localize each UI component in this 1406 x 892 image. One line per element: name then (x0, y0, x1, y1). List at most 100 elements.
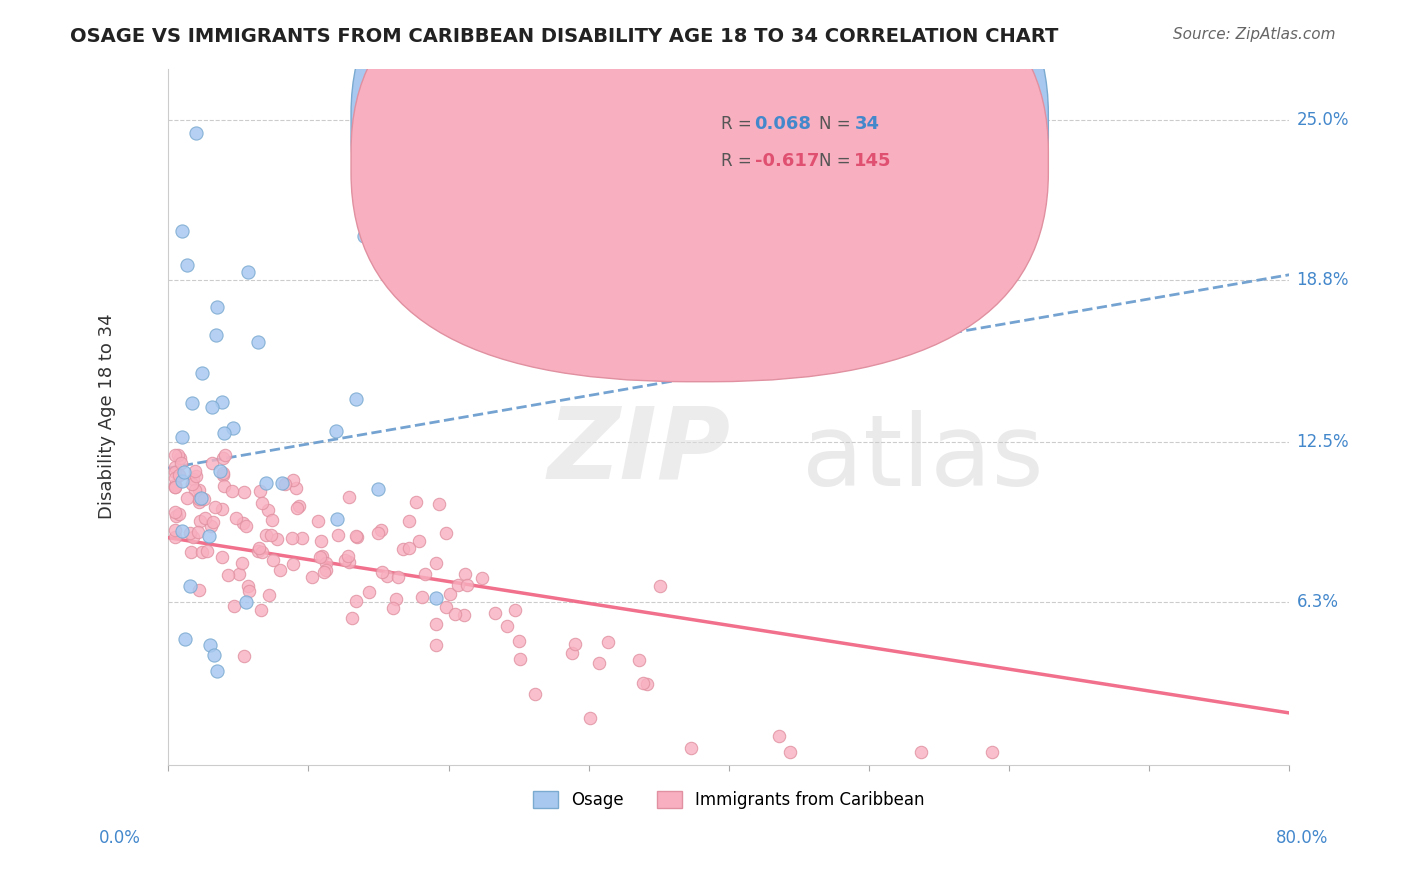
Text: atlas: atlas (801, 409, 1043, 507)
Point (291, 531, 314, 545)
Point (200, 638, 222, 652)
Point (165, 471, 187, 485)
Point (184, 483, 207, 498)
Point (228, 566, 250, 581)
Point (247, 543, 270, 558)
Point (202, 648, 225, 662)
Point (250, 545, 273, 559)
Point (212, 479, 235, 493)
Point (172, 524, 194, 538)
Point (596, 634, 619, 648)
Point (340, 611, 363, 625)
Point (247, 334, 270, 349)
Point (194, 511, 217, 525)
Point (444, 607, 467, 622)
Point (232, 485, 254, 500)
Point (311, 549, 333, 563)
Point (169, 508, 191, 522)
Point (405, 495, 427, 509)
Legend: Osage, Immigrants from Caribbean: Osage, Immigrants from Caribbean (526, 784, 932, 815)
Point (434, 599, 457, 614)
Point (174, 632, 197, 646)
Point (325, 512, 347, 526)
Text: N =: N = (818, 115, 855, 133)
Point (648, 579, 671, 593)
Point (200, 519, 222, 533)
Point (266, 532, 288, 546)
Point (201, 400, 224, 414)
Point (425, 556, 447, 570)
Point (325, 424, 347, 438)
Point (281, 531, 304, 545)
Point (588, 656, 610, 670)
Point (262, 553, 284, 567)
Point (495, 619, 517, 633)
Point (346, 531, 368, 545)
Text: 18.8%: 18.8% (1296, 271, 1348, 289)
Point (353, 229, 375, 244)
Point (454, 567, 477, 582)
Point (238, 579, 260, 593)
Point (434, 526, 457, 541)
Point (235, 595, 257, 609)
Point (385, 592, 408, 607)
Text: -0.617: -0.617 (755, 153, 820, 170)
Text: Disability Age 18 to 34: Disability Age 18 to 34 (97, 314, 115, 519)
Point (165, 480, 187, 494)
Point (439, 587, 461, 601)
Point (201, 456, 224, 470)
Point (312, 566, 335, 580)
Point (188, 514, 211, 528)
Point (508, 634, 530, 648)
Point (337, 490, 360, 504)
Point (165, 505, 187, 519)
Point (307, 514, 329, 528)
Point (336, 549, 359, 563)
Text: R =: R = (721, 115, 756, 133)
Point (254, 528, 277, 542)
Point (212, 425, 235, 440)
Point (288, 499, 311, 513)
Point (172, 224, 194, 238)
Point (238, 583, 260, 598)
Point (184, 464, 207, 478)
Point (172, 430, 194, 444)
Point (165, 480, 187, 494)
Point (172, 475, 194, 489)
Point (211, 450, 233, 465)
Point (411, 591, 433, 605)
Point (367, 483, 389, 497)
Text: 80.0%: 80.0% (1277, 829, 1329, 847)
Point (165, 530, 187, 544)
Point (211, 549, 233, 564)
Point (165, 465, 187, 479)
Point (201, 516, 224, 530)
Point (165, 477, 187, 491)
Point (254, 476, 277, 491)
Point (250, 603, 273, 617)
Point (285, 481, 308, 495)
Point (564, 637, 586, 651)
Text: OSAGE VS IMMIGRANTS FROM CARIBBEAN DISABILITY AGE 18 TO 34 CORRELATION CHART: OSAGE VS IMMIGRANTS FROM CARIBBEAN DISAB… (70, 27, 1059, 45)
Point (447, 578, 470, 592)
Point (344, 529, 367, 543)
Text: ZIP: ZIP (548, 403, 731, 500)
Point (165, 509, 187, 524)
Point (186, 126, 208, 140)
Point (344, 392, 367, 406)
Point (509, 651, 531, 665)
Point (232, 648, 254, 663)
Point (425, 591, 447, 605)
Point (181, 472, 204, 486)
Point (283, 473, 305, 487)
Text: 145: 145 (855, 153, 891, 170)
Point (981, 745, 1004, 759)
Point (191, 367, 214, 381)
Point (224, 599, 246, 614)
Point (179, 525, 201, 540)
FancyBboxPatch shape (352, 0, 1049, 345)
Point (308, 549, 330, 564)
Point (187, 524, 209, 539)
Point (232, 516, 254, 530)
Point (173, 466, 195, 480)
